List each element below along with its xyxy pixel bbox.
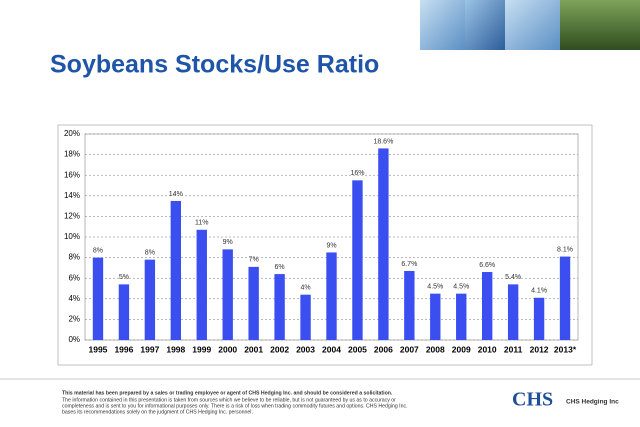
bar [481,272,493,340]
bar [144,259,156,340]
bar [456,293,467,340]
y-tick-label: 8% [68,253,80,262]
bar [196,229,207,340]
value-label: 9% [223,239,233,246]
bar [352,180,363,340]
header-images [420,0,640,50]
value-label: 4.5% [453,283,469,290]
value-label: 6% [275,264,285,271]
bar [533,297,545,340]
x-tick-label: 2007 [400,344,419,354]
value-label: 6.6% [479,262,495,269]
bar [118,284,130,340]
value-label: 4% [300,285,310,292]
x-tick-label: 2010 [478,344,497,354]
x-tick-label: 2000 [218,344,237,354]
value-label: 4.5% [427,283,443,290]
x-tick-label: 1999 [192,344,211,354]
disclaimer: This material has been prepared by a sal… [62,390,393,396]
x-tick-label: 1995 [89,344,108,354]
x-tick-label: 2001 [244,344,263,354]
bar [222,249,233,340]
y-tick-label: 16% [64,170,80,179]
value-label: 11% [195,220,209,227]
x-tick-label: 2009 [452,344,471,354]
y-tick-label: 4% [68,294,80,303]
x-tick-label: 2011 [504,344,523,354]
value-label: 5% [119,274,129,281]
y-tick-label: 2% [68,315,80,324]
plot: 0% 2% 4% 6% 8% 10% 12% 14% 16% 18% 20% 1995 8% 1996 5%… [64,129,579,354]
y-tick-label: 20% [64,129,80,138]
value-label: 8% [93,247,103,254]
value-label: 4.1% [531,288,547,295]
bar [378,148,389,340]
x-tick-label: 2008 [426,344,445,354]
x-tick-label: 1998 [166,344,185,354]
bar [274,274,285,340]
value-label: 6.7% [401,261,417,268]
bar [170,200,182,340]
y-tick-label: 14% [64,191,80,200]
x-tick-label: 1996 [114,344,133,354]
disclaimer: bases its recommendations solely on the … [62,409,253,415]
y-tick-label: 10% [64,232,80,241]
value-label: 7% [249,257,259,264]
x-tick-label: 2005 [348,344,367,354]
x-tick-label: 2003 [296,344,315,354]
bar [92,257,104,340]
y-tick-label: 12% [64,212,80,221]
y-tick-label: 6% [68,273,80,282]
logo: CHS [512,389,553,411]
disclaimer: completeness and is sent to you for info… [62,403,408,409]
bar [404,270,415,340]
bar [430,293,441,340]
x-tick-label: 2004 [322,344,341,354]
company: CHS Hedging Inc [566,399,619,406]
bar [507,284,519,340]
x-tick-label: 2002 [270,344,289,354]
value-label: 16% [350,170,364,177]
value-label: 18.6% [373,138,393,145]
value-label: 8.1% [557,246,573,253]
value-label: 8% [145,250,155,257]
value-label: 14% [169,191,183,198]
x-tick-label: 2006 [374,344,393,354]
bar [248,266,259,340]
value-label: 9% [326,242,336,249]
x-tick-label: 2012 [530,344,549,354]
disclaimer: The information contained in this presen… [62,397,396,403]
bar [326,252,337,340]
y-tick-label: 0% [68,335,80,344]
slide-title: Soybeans Stocks/Use Ratio [50,51,379,79]
value-label: 5.4% [505,274,521,281]
x-tick-label: 2013* [554,344,577,354]
bar [300,294,311,340]
y-tick-label: 18% [64,150,80,159]
bar [559,256,571,340]
x-tick-label: 1997 [140,344,159,354]
